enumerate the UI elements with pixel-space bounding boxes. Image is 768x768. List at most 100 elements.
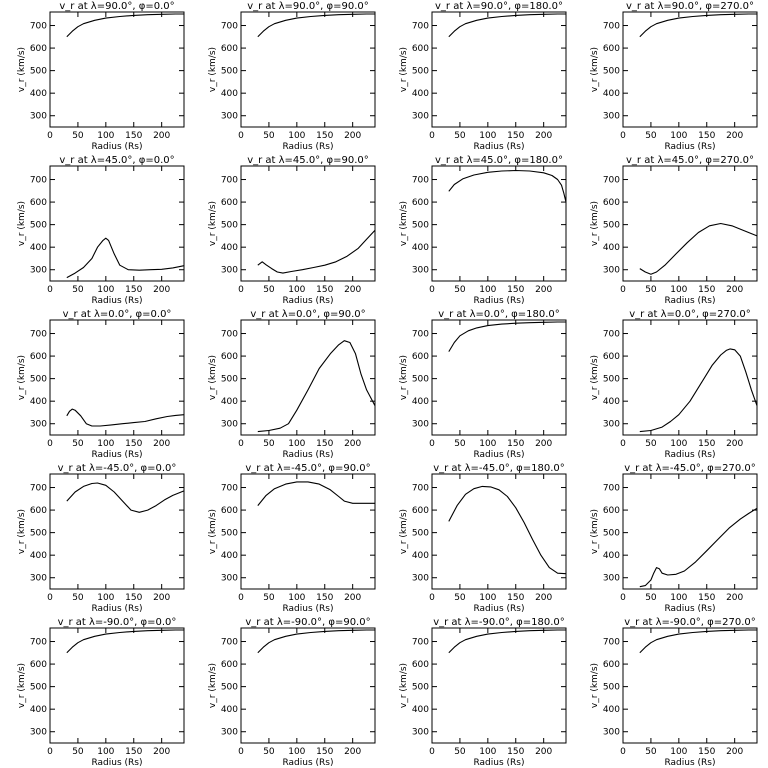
y-tick-label: 300 [412, 266, 429, 276]
y-tick-label: 400 [221, 397, 238, 407]
plot-frame [49, 165, 185, 282]
y-tick-label: 600 [221, 198, 238, 208]
series-line [639, 348, 758, 433]
y-tick-label: 400 [603, 551, 620, 561]
x-tick-label: 0 [47, 439, 53, 449]
x-tick-label: 150 [698, 593, 715, 603]
y-tick-label: 300 [30, 728, 47, 738]
x-tick-label: 100 [670, 593, 687, 603]
x-tick-label: 0 [238, 131, 244, 141]
x-tick-label: 0 [429, 593, 435, 603]
chart-title: v_r at λ=90.0°, φ=180.0° [435, 1, 563, 12]
y-axis-label: v_r (km/s) [208, 355, 218, 400]
chart-title: v_r at λ=-45.0°, φ=90.0° [245, 463, 370, 474]
y-tick-label: 600 [30, 352, 47, 362]
x-tick-label: 200 [344, 593, 361, 603]
y-tick-label: 400 [30, 243, 47, 253]
y-axis-label: v_r (km/s) [590, 663, 600, 708]
x-tick-label: 150 [507, 747, 524, 757]
plot-frame [622, 165, 758, 282]
y-axis-label: v_r (km/s) [208, 47, 218, 92]
chart-panel: v_r at λ=-90.0°, φ=90.0° 0 50 100 150 200 300 4… [208, 617, 376, 768]
series-line [639, 222, 758, 275]
y-tick-label: 700 [30, 484, 47, 494]
x-tick-label: 150 [125, 285, 142, 295]
y-tick-label: 600 [603, 352, 620, 362]
x-tick-label: 100 [288, 593, 305, 603]
x-axis-label: Radius (Rs) [91, 142, 142, 152]
chart-panel: v_r at λ=45.0°, φ=90.0° 0 50 100 150 200 300 40… [208, 155, 376, 306]
x-tick-label: 150 [698, 285, 715, 295]
x-tick-label: 50 [72, 747, 84, 757]
y-axis-label: v_r (km/s) [17, 663, 27, 708]
x-tick-label: 100 [97, 593, 114, 603]
chart-title: v_r at λ=45.0°, φ=270.0° [626, 155, 754, 166]
series-line [448, 485, 567, 575]
x-tick-label: 150 [507, 439, 524, 449]
x-axis-label: Radius (Rs) [473, 758, 524, 768]
plot-frame [431, 11, 567, 128]
y-tick-label: 400 [30, 89, 47, 99]
x-axis-label: Radius (Rs) [473, 450, 524, 460]
y-axis-label: v_r (km/s) [399, 663, 409, 708]
x-tick-label: 150 [698, 439, 715, 449]
x-tick-label: 0 [47, 747, 53, 757]
x-tick-label: 50 [72, 439, 84, 449]
x-tick-label: 200 [535, 747, 552, 757]
x-tick-label: 200 [726, 285, 743, 295]
y-tick-label: 300 [221, 728, 238, 738]
x-tick-label: 50 [72, 285, 84, 295]
x-tick-label: 100 [288, 747, 305, 757]
y-tick-label: 500 [603, 529, 620, 539]
x-tick-label: 50 [645, 747, 657, 757]
y-tick-label: 400 [221, 551, 238, 561]
chart-title: v_r at λ=-90.0°, φ=90.0° [245, 617, 370, 628]
chart-panel: v_r at λ=-90.0°, φ=0.0° 0 50 100 150 200 300 40… [17, 617, 185, 768]
chart-title: v_r at λ=-45.0°, φ=0.0° [58, 463, 177, 474]
series-line [448, 169, 567, 203]
x-tick-label: 200 [153, 593, 170, 603]
y-axis-label: v_r (km/s) [590, 355, 600, 400]
x-tick-label: 100 [288, 285, 305, 295]
y-tick-label: 700 [221, 638, 238, 648]
y-axis-label: v_r (km/s) [399, 509, 409, 554]
y-axis-label: v_r (km/s) [17, 355, 27, 400]
y-axis-label: v_r (km/s) [17, 509, 27, 554]
chart-panel: v_r at λ=-45.0°, φ=0.0° 0 50 100 150 200 300 40… [17, 463, 185, 614]
x-tick-label: 50 [72, 593, 84, 603]
chart-title: v_r at λ=-45.0°, φ=270.0° [624, 463, 756, 474]
x-tick-label: 150 [698, 131, 715, 141]
y-tick-label: 400 [412, 705, 429, 715]
chart-panel: v_r at λ=45.0°, φ=180.0° 0 50 100 150 200 300 4… [399, 155, 567, 306]
x-tick-label: 0 [429, 285, 435, 295]
y-tick-label: 700 [603, 22, 620, 32]
y-tick-label: 600 [30, 198, 47, 208]
x-tick-label: 0 [620, 593, 626, 603]
y-tick-label: 500 [221, 67, 238, 77]
x-tick-label: 200 [153, 285, 170, 295]
y-tick-label: 500 [221, 375, 238, 385]
x-tick-label: 200 [344, 131, 361, 141]
x-tick-label: 150 [316, 439, 333, 449]
y-tick-label: 600 [30, 506, 47, 516]
y-tick-label: 700 [603, 330, 620, 340]
x-tick-label: 150 [125, 747, 142, 757]
y-tick-label: 300 [412, 728, 429, 738]
y-tick-label: 600 [412, 660, 429, 670]
y-tick-label: 500 [603, 221, 620, 231]
chart-panel: v_r at λ=0.0°, φ=180.0° 0 50 100 150 200 300 40… [399, 309, 567, 460]
x-axis-label: Radius (Rs) [91, 296, 142, 306]
x-tick-label: 200 [535, 285, 552, 295]
y-tick-label: 500 [30, 375, 47, 385]
x-tick-label: 100 [670, 285, 687, 295]
x-tick-label: 0 [238, 439, 244, 449]
plot-frame [622, 473, 758, 590]
chart-title: v_r at λ=90.0°, φ=0.0° [59, 1, 174, 12]
x-tick-label: 100 [97, 439, 114, 449]
x-tick-label: 50 [263, 285, 275, 295]
y-tick-label: 700 [221, 484, 238, 494]
x-tick-label: 0 [620, 131, 626, 141]
x-tick-label: 50 [454, 131, 466, 141]
chart-title: v_r at λ=0.0°, φ=270.0° [629, 309, 751, 320]
